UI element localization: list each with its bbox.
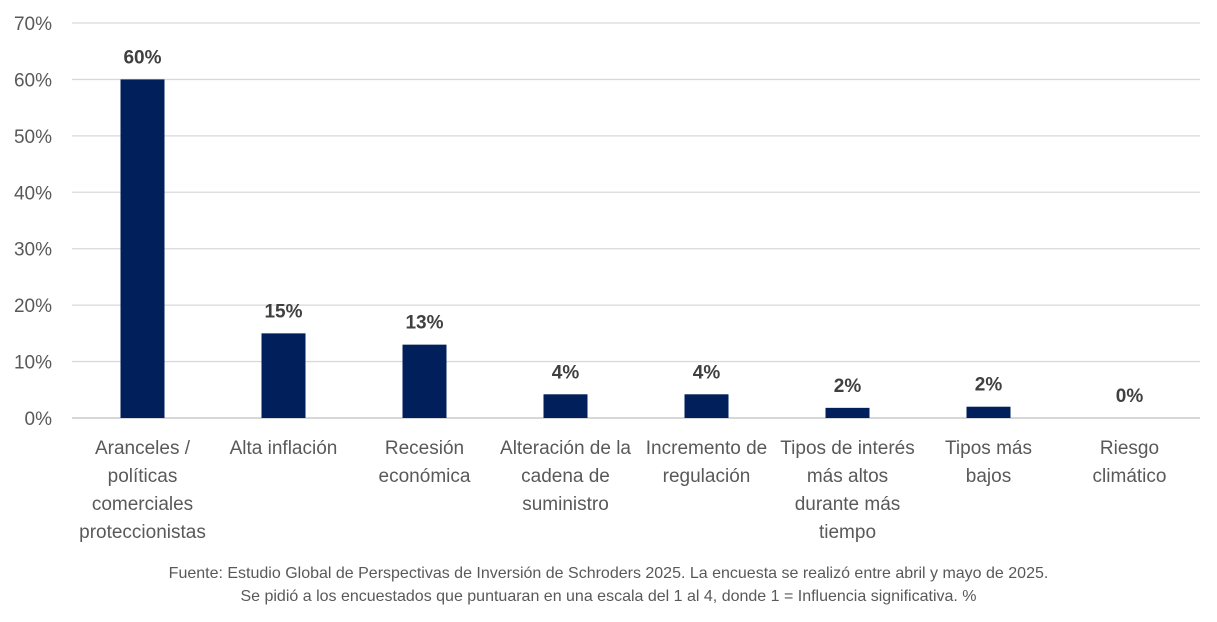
data-label: 0%: [1116, 386, 1144, 407]
x-tick-label-line: Incremento de: [646, 438, 767, 459]
y-tick-label: 0%: [25, 409, 53, 430]
data-label: 15%: [264, 301, 302, 322]
x-tick-label-line: Riesgo: [1100, 438, 1159, 459]
data-labels: 60% 15% 13% 4% 4% 2% 2% 0%: [123, 47, 1143, 407]
x-tick-label-line: comerciales: [92, 494, 193, 515]
x-tick-label-line: climático: [1093, 466, 1167, 487]
y-tick-label: 20%: [14, 296, 52, 317]
source-line-2: Se pidió a los encuestados que puntuaran…: [240, 588, 977, 605]
data-label: 2%: [975, 375, 1003, 396]
bar: [966, 406, 1011, 418]
x-tick-label-line: Alteración de la: [500, 438, 631, 459]
x-tick-label: Incremento de regulación: [646, 438, 767, 487]
x-tick-label-line: más altos: [807, 466, 888, 487]
x-tick-label: Alta inflación: [230, 438, 338, 459]
x-axis: Aranceles / políticas comerciales proteccio…: [79, 438, 1166, 543]
y-axis: 0% 10% 20% 30% 40% 50% 60% 70%: [14, 14, 52, 430]
bar: [825, 407, 870, 418]
y-tick-label: 40%: [14, 183, 52, 204]
gridlines: [72, 22, 1200, 419]
source-note: Fuente: Estudio Global de Perspectivas d…: [0, 562, 1217, 608]
x-tick-label-line: Tipos de interés: [780, 438, 914, 459]
bar: [684, 394, 729, 418]
x-tick-label-line: Alta inflación: [230, 438, 338, 459]
x-tick-label: Riesgo climático: [1093, 438, 1167, 487]
bar: [120, 79, 165, 418]
data-label: 13%: [405, 313, 443, 334]
data-label: 2%: [834, 376, 862, 397]
x-tick-label: Aranceles / políticas comerciales proteccio…: [79, 438, 206, 543]
x-tick-label-line: económica: [379, 466, 471, 487]
x-tick-label: Tipos de interés más altos durante más tiem…: [780, 438, 914, 543]
bars: [120, 79, 1011, 418]
y-tick-label: 60%: [14, 70, 52, 91]
x-tick-label-line: proteccionistas: [79, 522, 206, 543]
data-label: 60%: [123, 47, 161, 68]
x-tick-label-line: suministro: [522, 494, 609, 515]
y-tick-label: 10%: [14, 353, 52, 374]
x-tick-label-line: tiempo: [819, 522, 876, 543]
x-tick-label: Recesión económica: [379, 438, 471, 487]
y-tick-label: 70%: [14, 14, 52, 35]
x-tick-label-line: durante más: [795, 494, 901, 515]
source-line-1: Fuente: Estudio Global de Perspectivas d…: [168, 565, 1049, 582]
bar: [543, 394, 588, 418]
x-tick-label-line: Tipos más: [945, 438, 1032, 459]
x-tick-label: Tipos más bajos: [945, 438, 1032, 487]
bar-chart: 0% 10% 20% 30% 40% 50% 60% 70% 60% 15% 13% 4% 4% 2% 2…: [14, 14, 1200, 543]
x-tick-label-line: bajos: [966, 466, 1011, 487]
x-tick-label-line: políticas: [108, 466, 178, 487]
bar: [402, 344, 447, 418]
x-tick-label-line: Recesión: [385, 438, 464, 459]
data-label: 4%: [552, 362, 580, 383]
x-tick-label-line: Aranceles /: [95, 438, 191, 459]
bar: [261, 333, 306, 418]
y-tick-label: 30%: [14, 240, 52, 261]
x-tick-label-line: cadena de: [521, 466, 610, 487]
data-label: 4%: [693, 362, 721, 383]
x-tick-label: Alteración de la cadena de suministro: [500, 438, 631, 515]
x-tick-label-line: regulación: [663, 466, 751, 487]
y-tick-label: 50%: [14, 127, 52, 148]
